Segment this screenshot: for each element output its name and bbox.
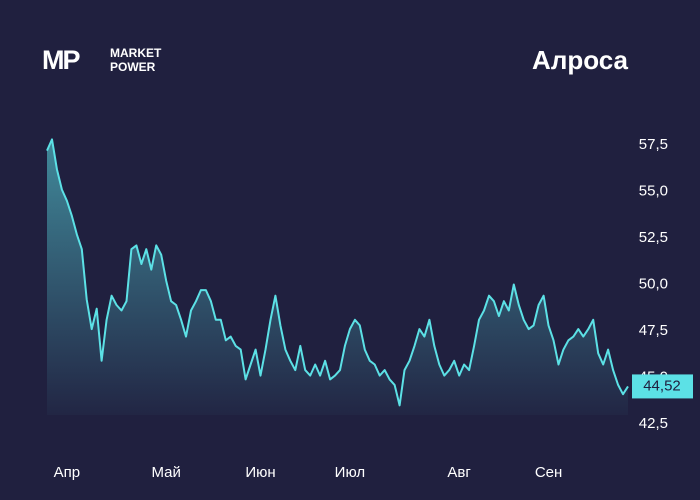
y-tick-label: 57,5	[639, 136, 668, 153]
x-tick-label: Май	[151, 464, 180, 481]
last-price-box	[632, 374, 693, 399]
price-line	[46, 138, 629, 407]
x-tick-label: Апр	[54, 464, 80, 481]
y-tick-label: 50,0	[639, 275, 668, 292]
logo-text: MARKET	[110, 46, 162, 60]
area-fill	[47, 139, 628, 415]
y-tick-label: 55,0	[639, 182, 668, 199]
logo-mark: MP	[42, 45, 80, 75]
x-tick-label: Июл	[335, 464, 365, 481]
chart-title: Алроса	[532, 45, 628, 75]
x-tick-label: Авг	[447, 464, 471, 481]
x-tick-label: Июн	[245, 464, 275, 481]
x-tick-label: Сен	[535, 464, 562, 481]
logo-text: POWER	[110, 60, 156, 74]
last-price-label: 44,52	[643, 377, 681, 394]
y-tick-label: 52,5	[639, 229, 668, 246]
y-tick-label: 47,5	[639, 322, 668, 339]
y-tick-label: 42,5	[639, 415, 668, 432]
